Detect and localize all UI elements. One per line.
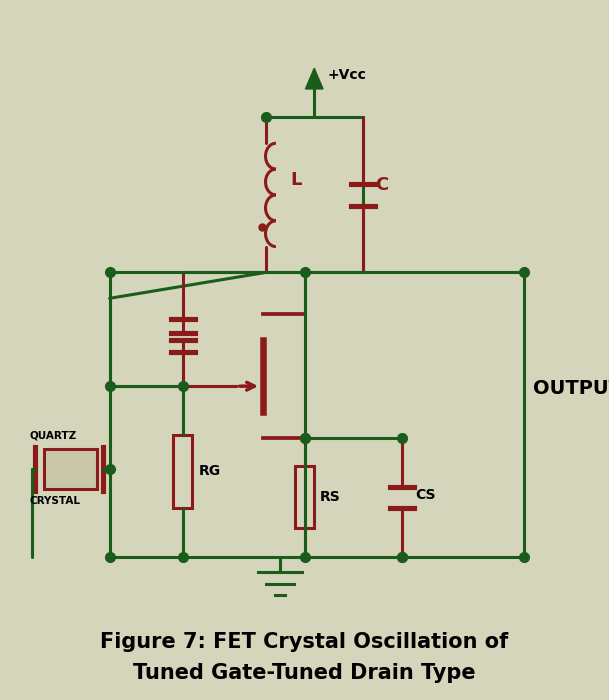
Polygon shape (306, 69, 323, 89)
Text: OUTPUT: OUTPUT (533, 379, 609, 398)
Text: Tuned Gate-Tuned Drain Type: Tuned Gate-Tuned Drain Type (133, 663, 476, 683)
Text: RS: RS (320, 490, 341, 504)
FancyBboxPatch shape (174, 435, 192, 507)
FancyBboxPatch shape (295, 466, 314, 528)
Text: RG: RG (199, 465, 220, 479)
Text: CS: CS (415, 488, 436, 502)
Text: L: L (290, 171, 301, 188)
Text: C: C (375, 176, 389, 194)
Text: CRYSTAL: CRYSTAL (29, 496, 80, 506)
Text: Figure 7: FET Crystal Oscillation of: Figure 7: FET Crystal Oscillation of (100, 632, 509, 652)
FancyBboxPatch shape (44, 449, 97, 489)
Text: QUARTZ: QUARTZ (29, 430, 77, 440)
Text: +Vcc: +Vcc (328, 68, 367, 82)
